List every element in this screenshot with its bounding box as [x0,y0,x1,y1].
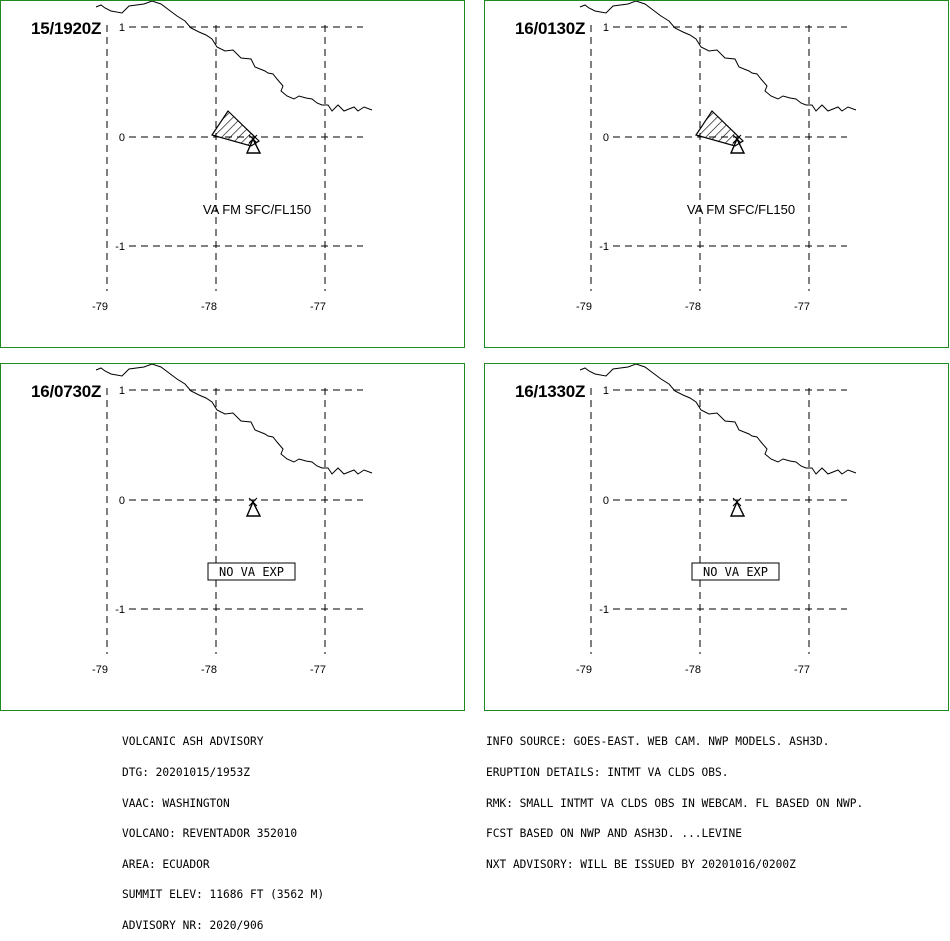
no-va-label-box [207,562,296,581]
va-forecast-label: VA FM SFC/FL150 [687,202,795,217]
next-advisory: NXT ADVISORY: WILL BE ISSUED BY 20201016… [486,857,796,871]
coastline [95,364,373,475]
longitude-tick-label: -78 [201,664,217,676]
eruption-details: ERUPTION DETAILS: INTMT VA CLDS OBS. [486,766,729,779]
volcano-icon [245,500,262,517]
ash-cloud-area [211,110,260,147]
longitude-tick-label: -78 [685,301,701,313]
latitude-tick-label: 1 [603,385,609,397]
coastline [95,1,373,112]
volcano-marker-tick [248,497,258,507]
latitude-tick-label: 1 [119,22,125,34]
volcano-marker-tick [732,497,742,507]
volcano-marker-tick [248,134,258,144]
advisory-number: ADVISORY NR: 2020/906 [122,918,264,932]
map-svg: 1 0 -1 -79 -78 -77 VA FM SFC/FL150 [576,1,857,313]
map-svg: 1 0 -1 -79 -78 -77 NO VA EXP [576,364,857,676]
latitude-tick-label: 0 [603,132,609,144]
longitude-tick-label: -79 [92,301,108,313]
longitude-tick-label: -77 [310,301,326,313]
map-panel-2: 1 0 -1 -79 -78 -77 VA FM SFC/FL150 16/0130Z [484,0,949,348]
longitude-tick-label: -79 [92,664,108,676]
longitude-tick-label: -77 [794,301,810,313]
advisory-details-block: INFO SOURCE: GOES-EAST. WEB CAM. NWP MOD… [486,717,863,880]
panel-time-label: 16/1330Z [515,382,586,401]
map-panel-4: 1 0 -1 -79 -78 -77 NO VA EXP 16/1330Z [484,363,949,711]
longitude-tick-label: -79 [576,301,592,313]
coastline [579,1,857,112]
longitude-tick-label: -77 [310,664,326,676]
volcano-icon [729,500,746,517]
map-panel-3: 1 0 -1 -79 -78 -77 NO VA EXP 16/0730Z [0,363,465,711]
map-panel-1: 1 0 -1 -79 -78 -77 VA FM SFC/FL150 15/1920Z [0,0,465,348]
va-forecast-label: NO VA EXP [703,565,768,579]
va-forecast-label: VA FM SFC/FL150 [203,202,311,217]
panel-time-label: 15/1920Z [31,19,102,38]
advisory-area: AREA: ECUADOR [122,857,210,871]
latitude-tick-label: 1 [603,22,609,34]
panel-time-label: 16/0730Z [31,382,102,401]
latitude-tick-label: -1 [115,604,125,616]
advisory-summit-elev: SUMMIT ELEV: 11686 FT (3562 M) [122,888,325,902]
va-forecast-label: NO VA EXP [219,565,284,579]
no-va-label-box [691,562,780,581]
volcano-icon [729,137,746,154]
longitude-tick-label: -79 [576,664,592,676]
latitude-tick-label: -1 [599,604,609,616]
longitude-tick-label: -78 [685,664,701,676]
longitude-tick-label: -77 [794,664,810,676]
advisory-header-block: VOLCANIC ASH ADVISORY DTG: 20201015/1953… [122,717,324,941]
forecast-basis: FCST BASED ON NWP AND ASH3D. ...LEVINE [486,827,742,841]
latitude-tick-label: -1 [599,241,609,253]
map-svg: 1 0 -1 -79 -78 -77 VA FM SFC/FL150 [92,1,373,313]
volcano-marker-tick [732,134,742,144]
ash-cloud-area [695,110,744,147]
coastline [579,364,857,475]
advisory-title: VOLCANIC ASH ADVISORY [122,735,264,749]
latitude-tick-label: 1 [119,385,125,397]
latitude-tick-label: 0 [603,495,609,507]
info-source: INFO SOURCE: GOES-EAST. WEB CAM. NWP MOD… [486,735,830,749]
latitude-tick-label: 0 [119,132,125,144]
advisory-dtg: DTG: 20201015/1953Z [122,766,250,779]
longitude-tick-label: -78 [201,301,217,313]
panel-time-label: 16/0130Z [515,19,586,38]
latitude-tick-label: 0 [119,495,125,507]
map-svg: 1 0 -1 -79 -78 -77 NO VA EXP [92,364,373,676]
latitude-tick-label: -1 [115,241,125,253]
volcano-icon [245,137,262,154]
advisory-volcano: VOLCANO: REVENTADOR 352010 [122,827,298,841]
remarks: RMK: SMALL INTMT VA CLDS OBS IN WEBCAM. … [486,796,864,810]
advisory-vaac: VAAC: WASHINGTON [122,796,230,810]
